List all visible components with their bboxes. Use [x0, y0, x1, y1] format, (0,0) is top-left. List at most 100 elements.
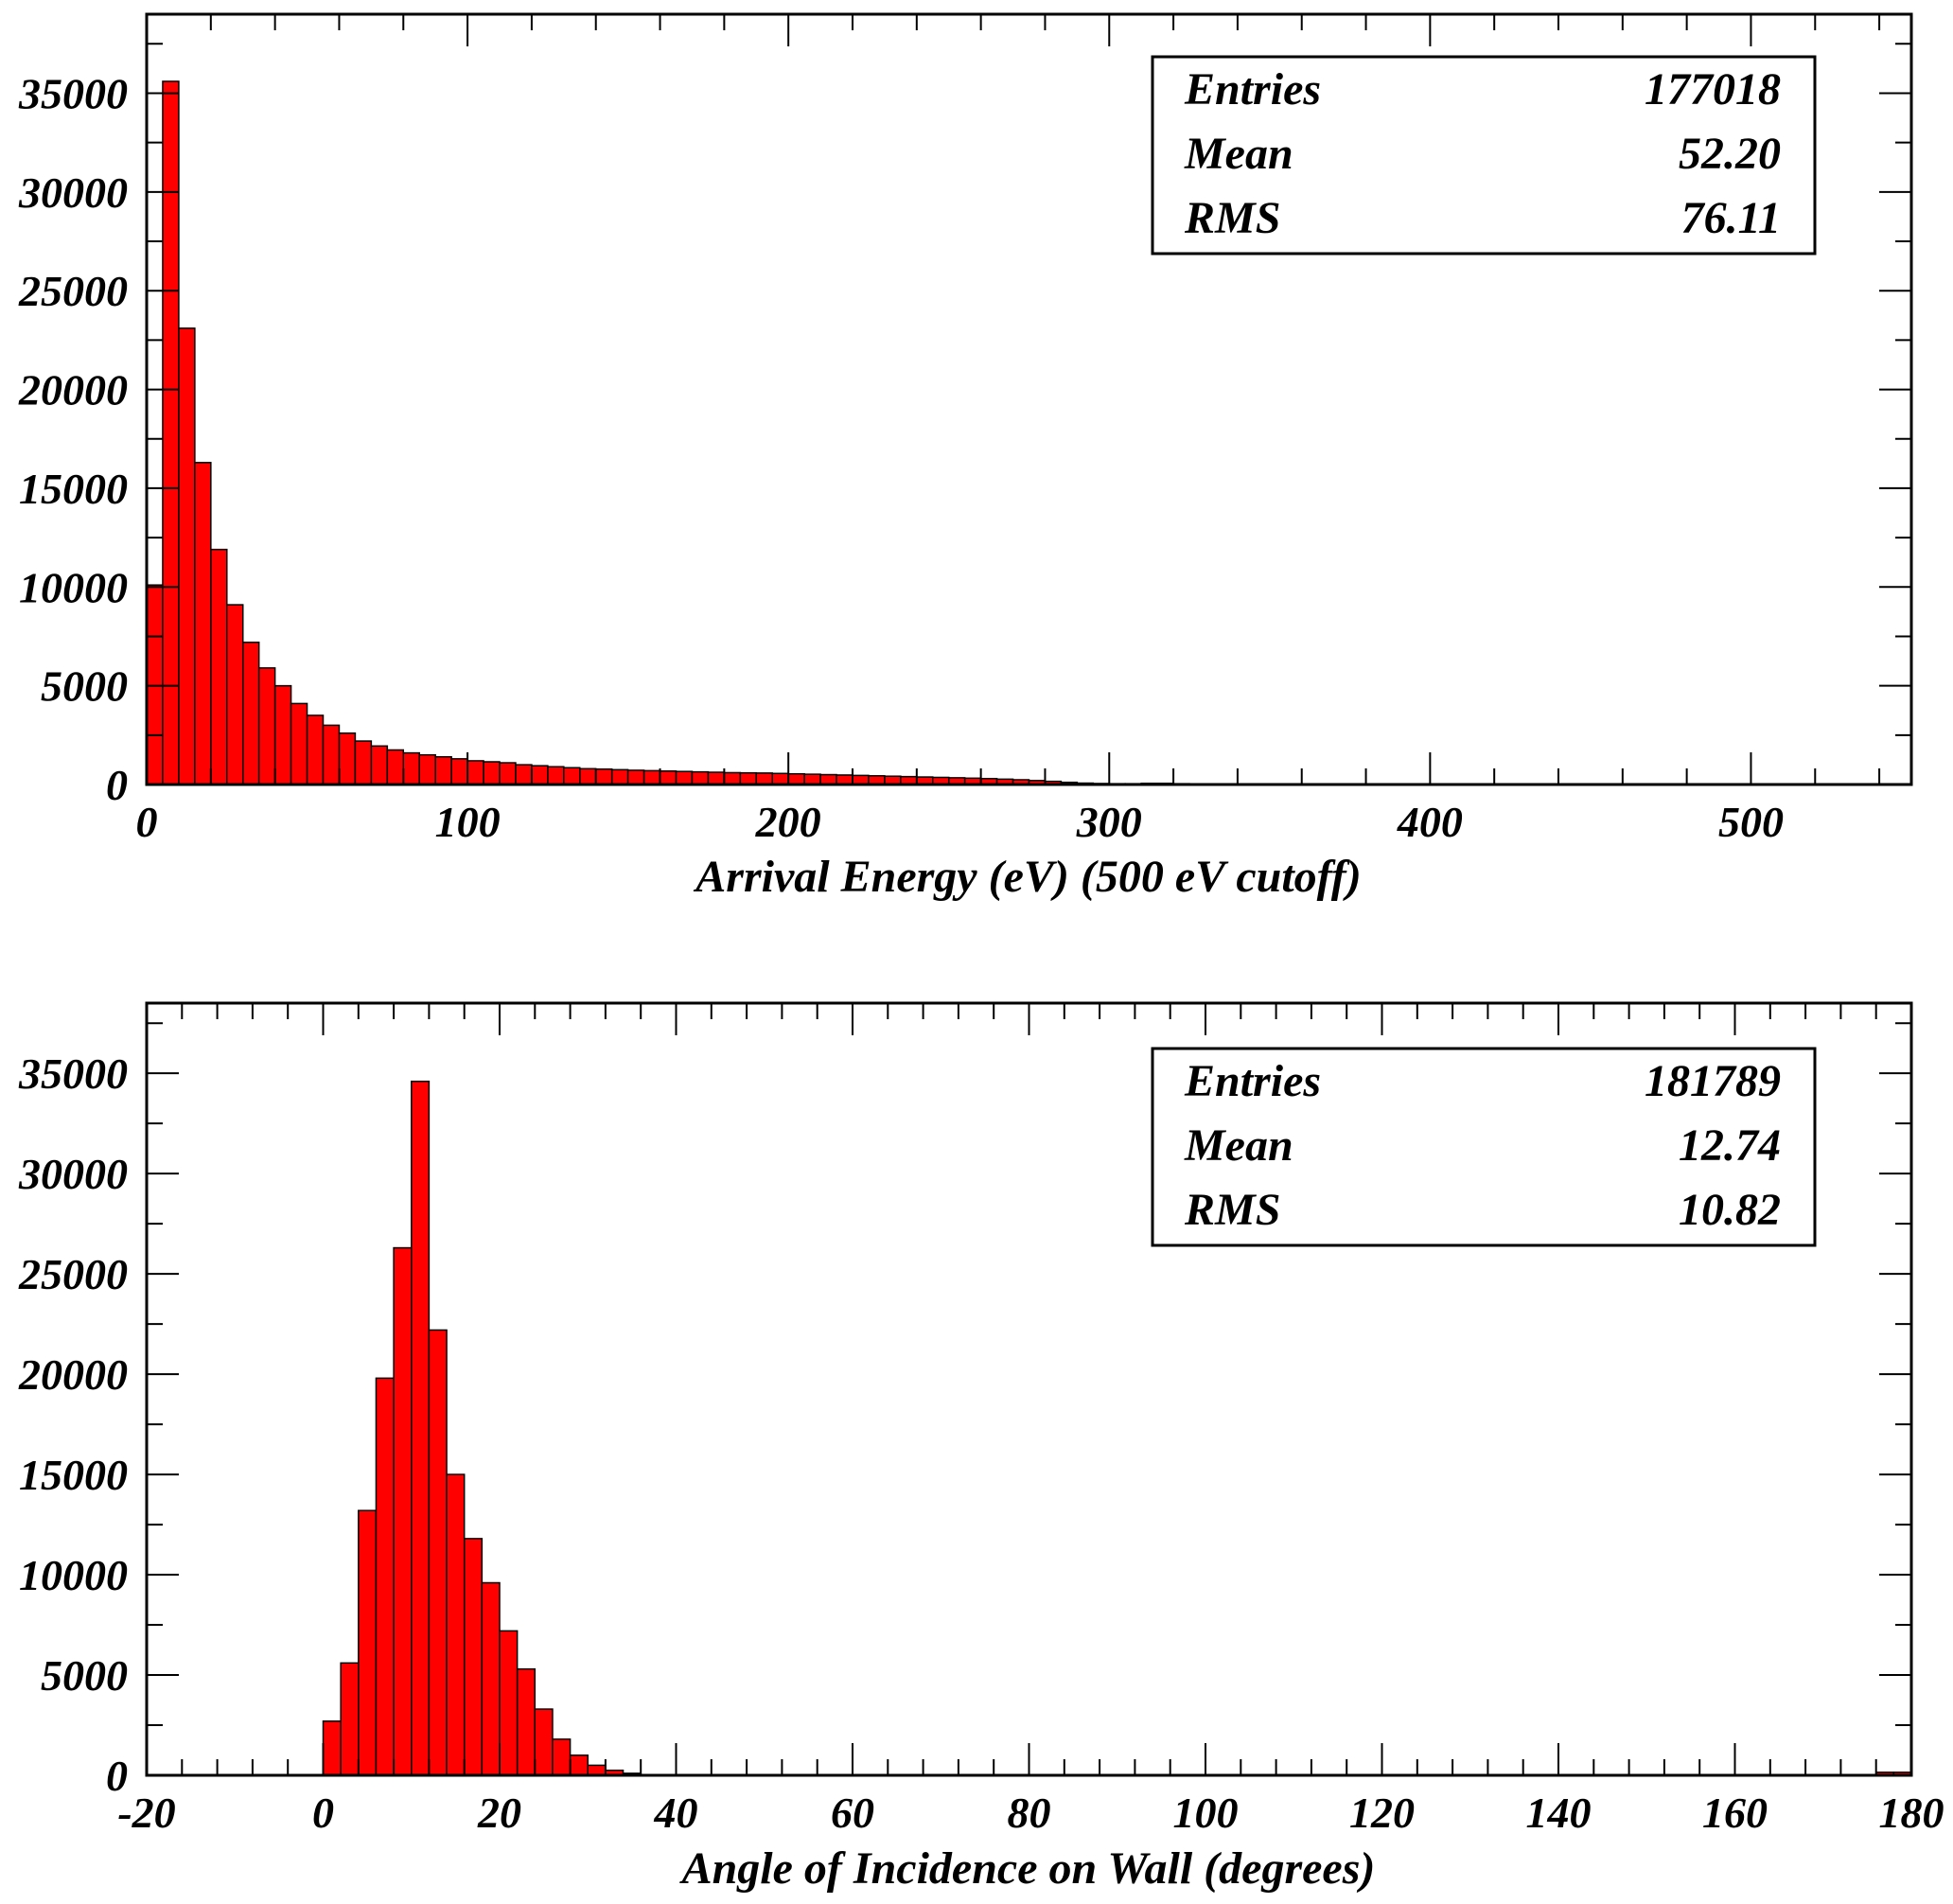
angle-x-tick-label: 140 — [1526, 1789, 1592, 1837]
energy-bar-19 — [450, 758, 468, 785]
angle-bar-13 — [552, 1738, 572, 1776]
angle-bar-5 — [411, 1080, 431, 1776]
energy-bar-5 — [226, 604, 244, 785]
energy-bar-41 — [803, 773, 821, 785]
energy-bar-15 — [386, 749, 405, 785]
energy-bar-4 — [210, 548, 228, 785]
energy-x-tick-label: 300 — [1076, 798, 1142, 846]
energy-stats-mean-value: 52.20 — [1679, 129, 1781, 179]
angle-x-tick-label: 20 — [477, 1789, 521, 1837]
angle-stats-box: Entries 181789 Mean 12.74 RMS 10.82 — [1151, 1047, 1817, 1247]
energy-bar-16 — [402, 751, 420, 785]
energy-bar-24 — [531, 765, 549, 785]
angle-tick-labels: -20 0 20 40 60 80 100 120 140 160 1800500010000150… — [18, 1049, 1944, 1837]
energy-y-tick-label: 5000 — [41, 662, 128, 711]
energy-bar-23 — [515, 764, 533, 785]
angle-stats-mean-label: Mean — [1184, 1120, 1293, 1171]
angle-histogram-bars — [322, 1080, 1912, 1776]
angle-x-tick-label: 40 — [654, 1789, 698, 1837]
energy-bar-8 — [273, 684, 292, 785]
energy-bar-12 — [338, 732, 357, 785]
energy-bar-28 — [594, 767, 613, 785]
energy-bar-30 — [626, 769, 645, 785]
energy-plot-frame — [145, 12, 1913, 786]
angle-bar-2 — [358, 1509, 378, 1776]
energy-bar-10 — [306, 714, 325, 785]
angle-x-tick-label: 120 — [1349, 1789, 1415, 1837]
energy-bar-33 — [675, 770, 694, 785]
energy-stats-mean-label: Mean — [1184, 129, 1293, 179]
energy-y-tick-label: 35000 — [18, 69, 128, 117]
energy-bar-29 — [610, 768, 629, 785]
angle-y-tick-label: 30000 — [18, 1150, 128, 1198]
energy-stats-entries-value: 177018 — [1645, 64, 1781, 115]
angle-bar-6 — [428, 1329, 448, 1776]
angle-bar-1 — [340, 1662, 360, 1776]
energy-bar-20 — [466, 760, 484, 785]
angle-x-tick-label: 0 — [312, 1789, 334, 1837]
energy-bar-11 — [322, 724, 341, 785]
energy-stats-entries-label: Entries — [1184, 64, 1321, 115]
energy-bar-40 — [787, 772, 805, 785]
energy-x-tick-label: 0 — [136, 798, 158, 846]
angle-histogram-panel: -20 0 20 40 60 80 100 120 140 160 1800500010000150… — [18, 1001, 1944, 1894]
energy-bar-9 — [290, 702, 308, 785]
angle-stats-rms-value: 10.82 — [1679, 1185, 1781, 1235]
energy-bar-7 — [257, 667, 276, 785]
energy-bar-32 — [659, 770, 677, 785]
energy-bar-27 — [579, 767, 597, 785]
angle-x-tick-label: 160 — [1702, 1789, 1768, 1837]
angle-y-tick-label: 25000 — [18, 1250, 128, 1298]
energy-y-tick-label: 25000 — [18, 267, 128, 315]
energy-y-tick-label: 0 — [106, 761, 128, 809]
angle-y-tick-label: 20000 — [18, 1350, 128, 1399]
angle-y-tick-label: 35000 — [18, 1049, 128, 1098]
energy-x-tick-label: 500 — [1718, 798, 1784, 846]
energy-bar-0 — [146, 584, 164, 785]
energy-bar-35 — [707, 771, 726, 785]
energy-bar-13 — [354, 740, 373, 785]
angle-stats-frame — [1151, 1047, 1817, 1247]
angle-stats-entries-label: Entries — [1184, 1056, 1321, 1106]
energy-bar-3 — [194, 462, 212, 785]
energy-x-axis-label: Arrival Energy (eV) (500 eV cutoff) — [693, 852, 1362, 902]
energy-y-tick-label: 15000 — [19, 465, 128, 513]
energy-bar-17 — [418, 753, 436, 785]
energy-bar-31 — [642, 769, 661, 785]
energy-bar-6 — [241, 641, 260, 785]
energy-bar-25 — [547, 766, 565, 785]
angle-bar-7 — [446, 1473, 466, 1776]
energy-y-tick-label: 30000 — [18, 168, 128, 217]
angle-x-tick-label: 100 — [1173, 1789, 1239, 1837]
energy-bar-39 — [771, 772, 789, 785]
energy-bar-38 — [755, 772, 773, 785]
angle-y-tick-label: 5000 — [41, 1651, 128, 1700]
angle-stats-entries-value: 181789 — [1645, 1056, 1781, 1106]
angle-bar-8 — [463, 1538, 484, 1776]
angle-axis-ticks — [146, 1003, 1912, 1776]
angle-y-tick-label: 0 — [106, 1752, 128, 1800]
energy-y-tick-label: 20000 — [18, 366, 128, 414]
energy-stats-rms-label: RMS — [1184, 193, 1280, 243]
energy-bar-21 — [483, 761, 501, 785]
energy-y-tick-label: 10000 — [19, 563, 128, 611]
angle-bar-14 — [569, 1754, 589, 1776]
energy-x-tick-label: 100 — [435, 798, 501, 846]
energy-bar-14 — [370, 745, 389, 785]
energy-x-tick-label: 400 — [1397, 798, 1463, 846]
angle-bar-9 — [481, 1581, 501, 1776]
energy-tick-labels: 0 100 200 300 400 500050001000015000200002500… — [18, 69, 1784, 846]
angle-x-axis-label: Angle of Incidence on Wall (degrees) — [679, 1843, 1376, 1894]
angle-bar-11 — [516, 1667, 537, 1776]
angle-y-tick-label: 15000 — [19, 1451, 128, 1499]
angle-x-tick-label: 180 — [1879, 1789, 1944, 1837]
energy-bar-36 — [723, 771, 742, 785]
energy-bar-42 — [819, 773, 837, 785]
angle-y-tick-label: 10000 — [19, 1551, 128, 1599]
angle-bar-15 — [587, 1764, 607, 1776]
energy-stats-frame — [1151, 55, 1817, 256]
energy-bar-2 — [178, 327, 196, 785]
angle-x-tick-label: -20 — [117, 1789, 175, 1837]
energy-bar-18 — [434, 756, 452, 785]
